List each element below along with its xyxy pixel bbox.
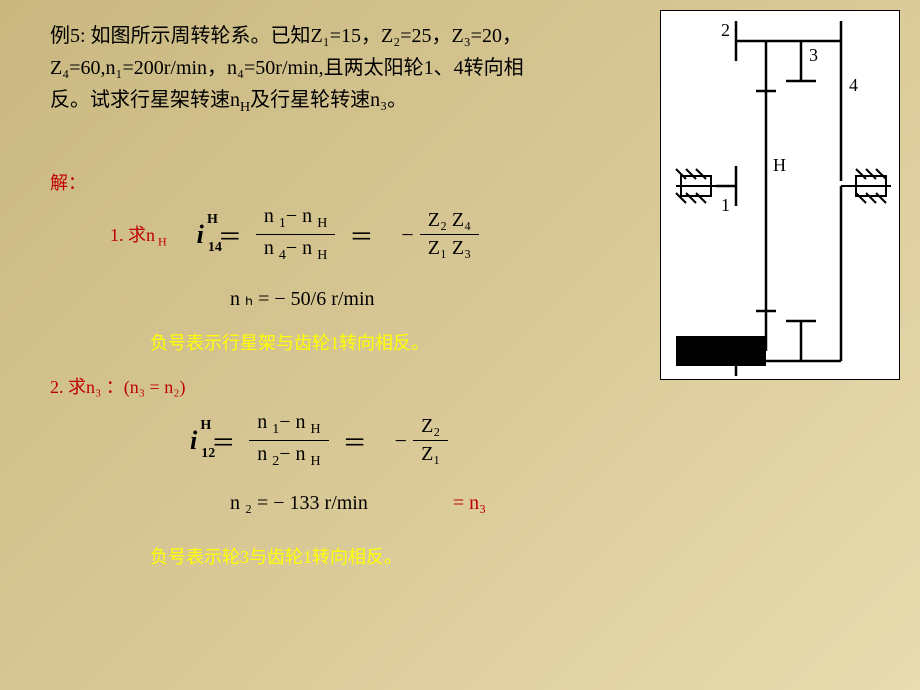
label-3: 3	[809, 45, 818, 65]
problem-statement: 例5: 如图所示周转轮系。已知Z₁=15，Z₂=25，Z₃=20， Z₄=60,…	[50, 20, 630, 119]
label-2: 2	[721, 20, 730, 40]
label-4: 4	[849, 75, 858, 95]
problem-line2: Z₄=60,n₁=200r/min，n₄=50r/min,且两太阳轮1、4转向相	[50, 52, 630, 84]
formula-i14: iH14 ＝ n 1− n H n 4− n H ＝ − Z₂ Z₄ Z₁ Z₃	[197, 203, 479, 266]
result-n3-eq: = n₃	[453, 492, 486, 514]
problem-line3: 反。试求行星架转速nH及行星轮转速n₃。	[50, 84, 630, 119]
problem-line1: 例5: 如图所示周转轮系。已知Z₁=15，Z₂=25，Z₃=20，	[50, 20, 630, 52]
gear-diagram: 2 3 4 H 1	[660, 10, 900, 380]
label-1: 1	[721, 195, 730, 215]
result-n2: n ₂ = − 133 r/min = n₃	[230, 492, 870, 515]
label-H: H	[773, 155, 786, 175]
step1-label: 1. 求n H	[110, 221, 167, 250]
formula-i12: iH12 ＝ n 1− n H n 2− n H ＝ − Z₂ Z₁	[190, 409, 870, 472]
note2: 负号表示轮3与齿轮1转向相反。	[150, 543, 870, 569]
